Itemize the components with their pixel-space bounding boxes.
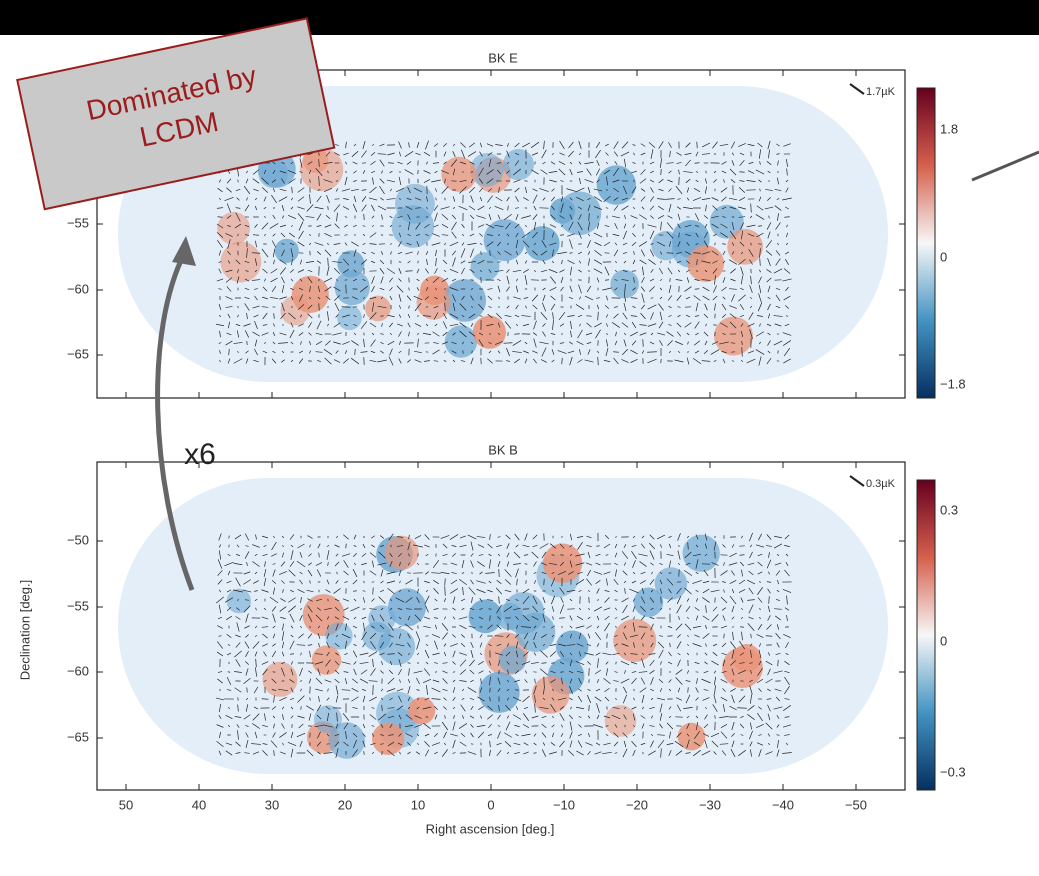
pointer-line <box>972 152 1039 180</box>
y-tick-label: −65 <box>67 729 89 744</box>
y-tick-label: −55 <box>67 598 89 613</box>
map-blob <box>610 270 638 298</box>
x-tick-label: 10 <box>411 797 425 812</box>
x-tick-label: −50 <box>845 797 867 812</box>
map-blob <box>312 645 341 674</box>
map-blob <box>550 198 576 224</box>
colorbar-tick-label: −0.3 <box>940 764 966 779</box>
x-tick-label: 20 <box>338 797 352 812</box>
map-blob <box>683 535 720 572</box>
map-blob <box>385 536 419 570</box>
x-tick-label: 0 <box>487 797 494 812</box>
y-tick-label: −50 <box>67 532 89 547</box>
map-blob <box>417 286 451 320</box>
panel-title: BK B <box>488 442 518 457</box>
map-blob <box>325 622 352 649</box>
map-blob <box>469 600 503 634</box>
map-blob <box>532 676 570 714</box>
y-tick-label: −55 <box>67 215 89 230</box>
map-blob <box>473 316 506 349</box>
colorbar-tick-label: 0 <box>940 249 947 264</box>
map-blob <box>365 296 391 322</box>
map-blob <box>220 242 261 283</box>
map-blob <box>408 697 435 724</box>
map-blob <box>292 276 329 313</box>
x-tick-label: 50 <box>119 797 133 812</box>
x-tick-label: 30 <box>265 797 279 812</box>
map-blob <box>262 662 297 697</box>
polarization-tick <box>472 351 473 354</box>
colorbar <box>917 88 935 398</box>
y-axis-label: Declination [deg.] <box>17 580 32 680</box>
map <box>118 478 888 774</box>
x-tick-label: −10 <box>553 797 575 812</box>
scale-label: 1.7µK <box>866 86 896 98</box>
colorbar-tick-label: 0 <box>940 633 947 648</box>
map-blob <box>337 250 364 277</box>
colorbar <box>917 480 935 790</box>
map-blob <box>499 646 527 674</box>
colorbar-tick-label: −1.8 <box>940 376 966 391</box>
multiplier: x6 <box>184 438 216 471</box>
y-tick-label: −60 <box>67 281 89 296</box>
map-blob <box>372 723 404 755</box>
colorbar-tick-label: 1.8 <box>940 121 958 136</box>
x-tick-label: 40 <box>192 797 206 812</box>
colorbar-tick-label: 0.3 <box>940 502 958 517</box>
map-blob <box>337 305 362 330</box>
x-axis-label: Right ascension [deg.] <box>426 821 555 836</box>
x-ticks: 50 40 30 20 10 0 −10 −20 −30 −40 −50 <box>119 797 867 812</box>
x-tick-label: −40 <box>772 797 794 812</box>
map-blob <box>503 149 534 180</box>
x-tick-label: −20 <box>626 797 648 812</box>
polarization-tick <box>722 244 726 245</box>
map-blob <box>687 245 724 282</box>
scale-bar <box>850 476 864 486</box>
scale-label: 0.3µK <box>866 478 896 490</box>
map-blob <box>503 592 545 634</box>
map-blob <box>275 239 299 263</box>
top-band <box>0 0 1039 35</box>
polarization-tick <box>399 262 401 263</box>
map-blob <box>445 325 477 357</box>
x-tick-label: −30 <box>699 797 721 812</box>
map-blob <box>362 622 391 651</box>
panel-title: BK E <box>488 50 518 65</box>
scale-bar <box>850 84 864 94</box>
map-blob <box>605 705 637 737</box>
map-blob <box>634 588 663 617</box>
map-blob <box>714 317 753 356</box>
y-tick-label: −60 <box>67 663 89 678</box>
panel: BK B 0.3µK −50 −55 −60 −65 0.3 0 −0.3 <box>67 442 966 790</box>
map-blob <box>556 631 589 664</box>
y-tick-label: −65 <box>67 346 89 361</box>
map-blob <box>613 619 656 662</box>
